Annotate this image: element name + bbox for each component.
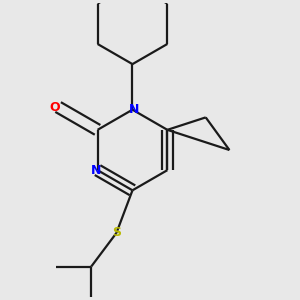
Text: O: O xyxy=(49,100,60,114)
Text: N: N xyxy=(129,103,140,116)
Text: N: N xyxy=(91,164,101,177)
Text: S: S xyxy=(112,226,121,239)
